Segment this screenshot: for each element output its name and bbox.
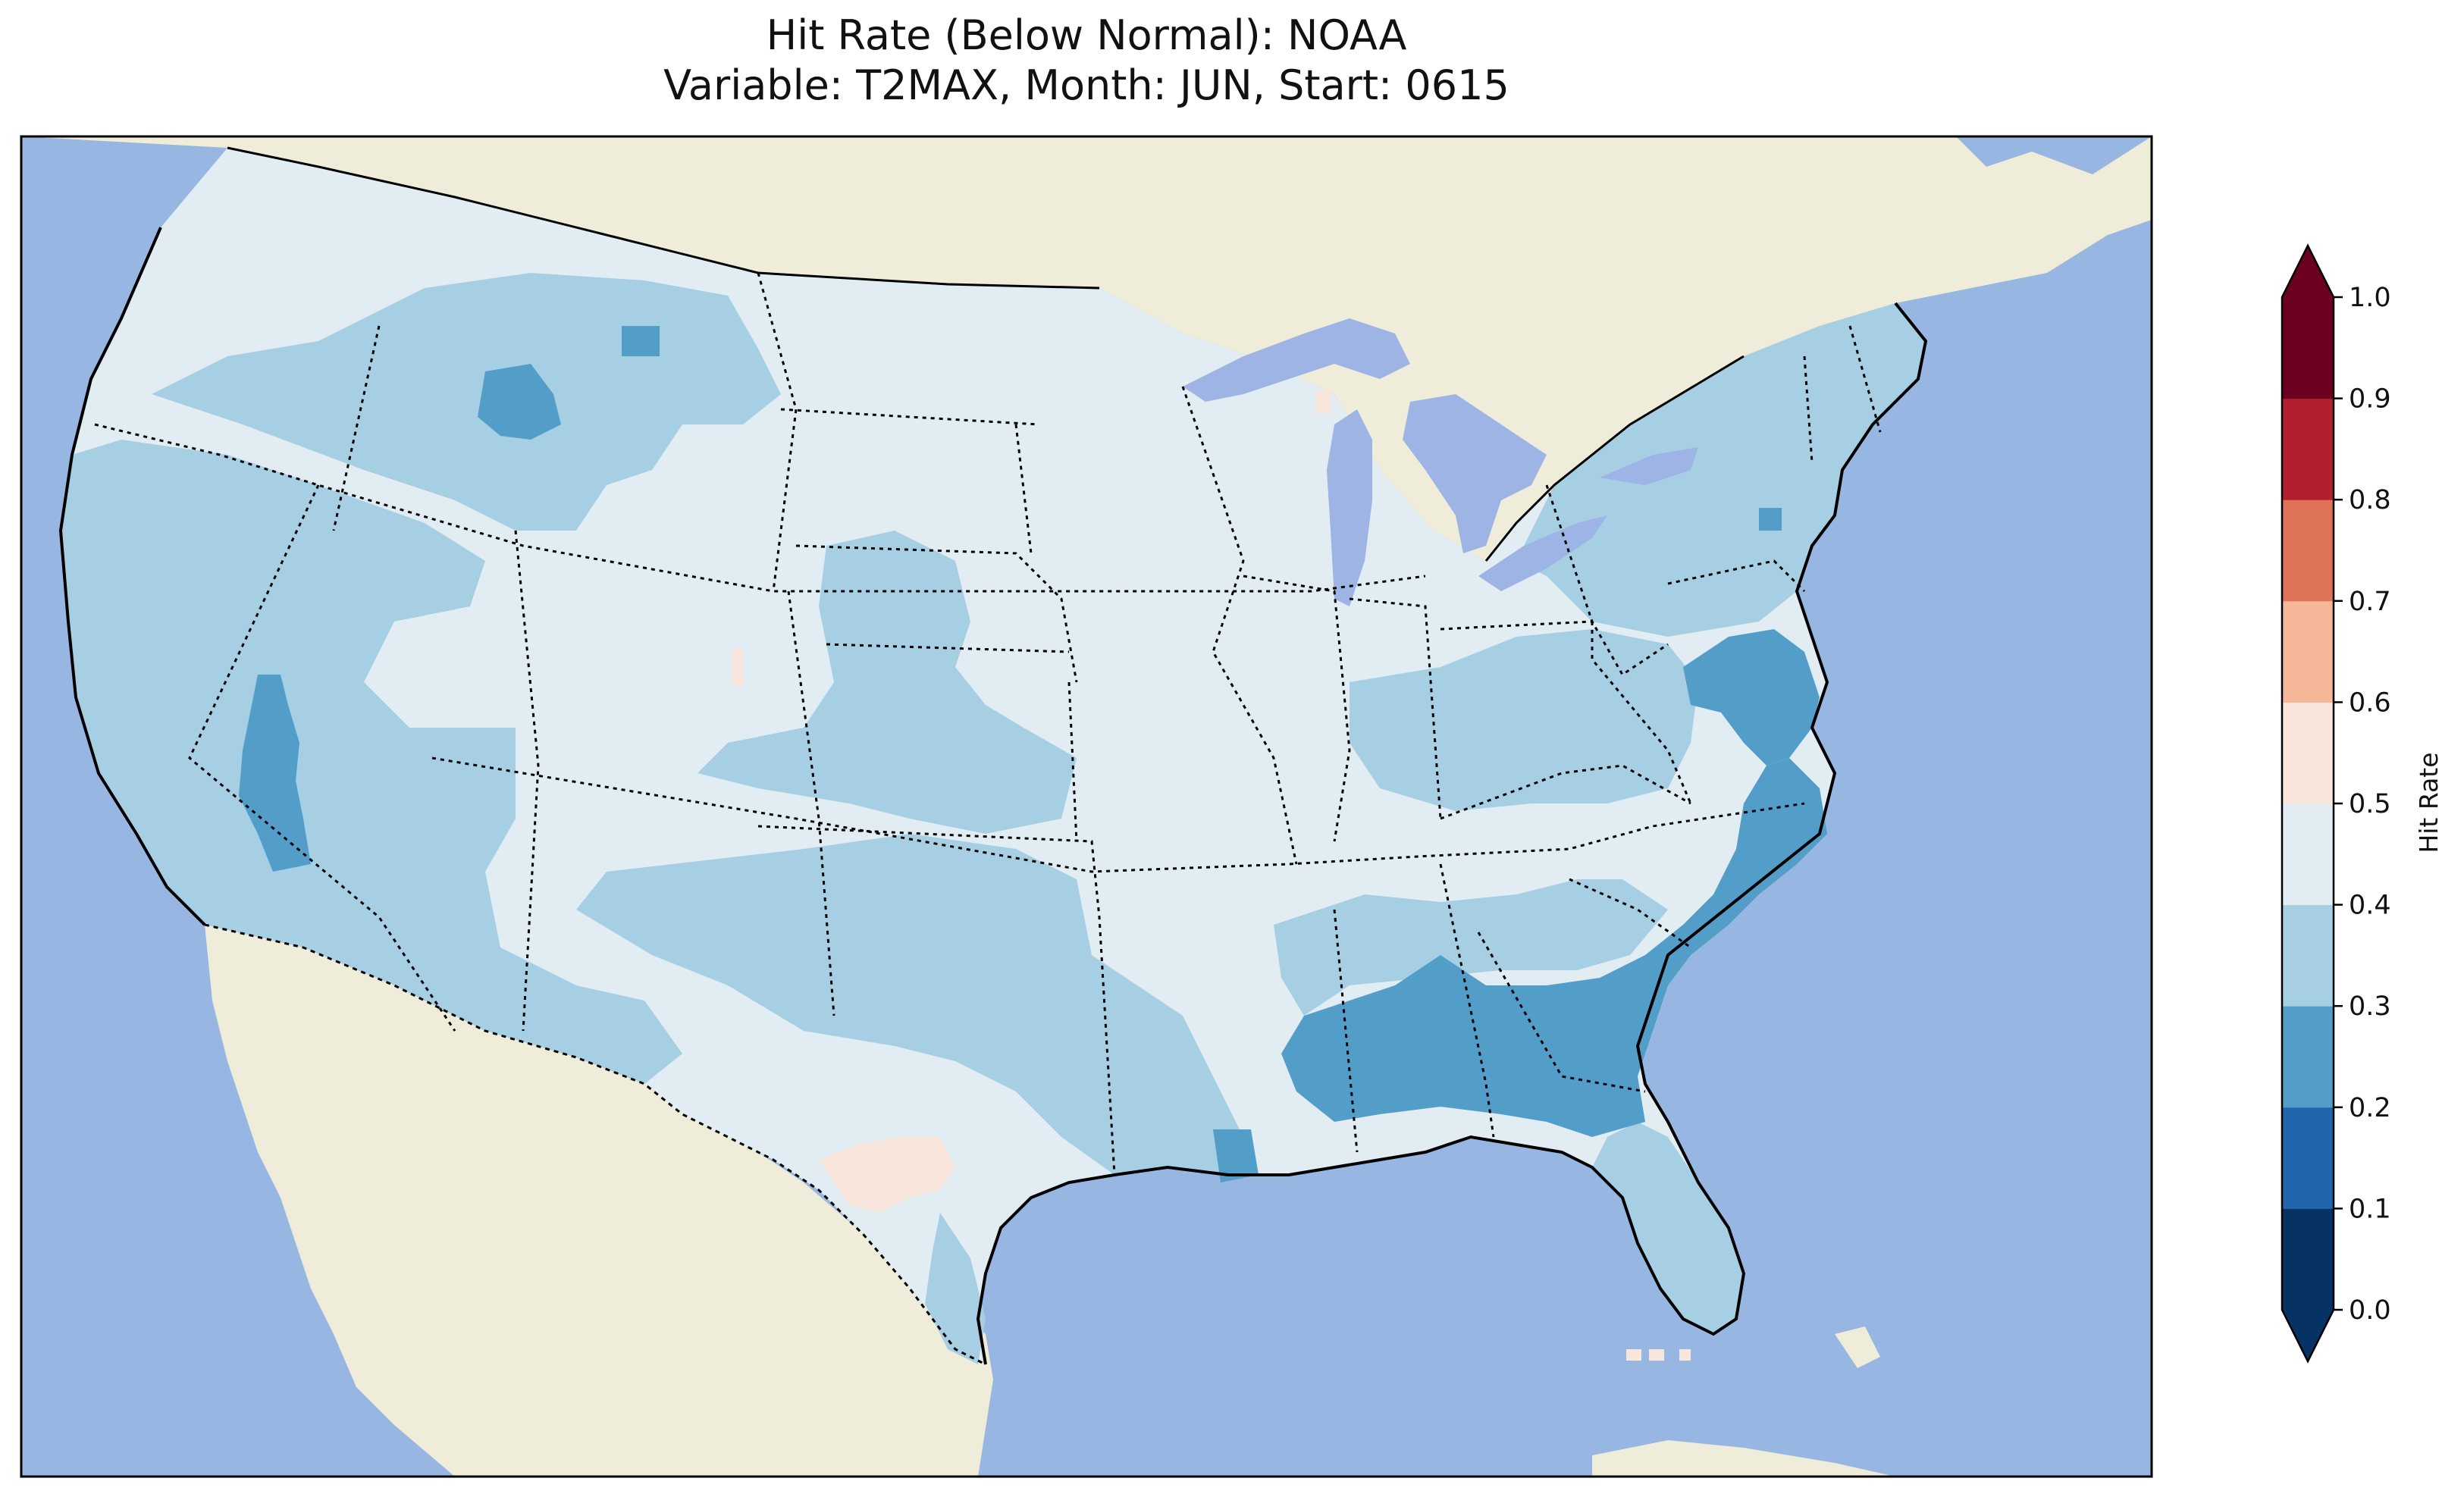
- map-axes: [21, 136, 2152, 1477]
- colorbar-bin-0.9-1.0: [2282, 297, 2334, 399]
- region-pacific-great-basin: [61, 440, 682, 1084]
- colorbar-tick-label: 0.2: [2349, 1093, 2391, 1123]
- region-mid-atlantic-dark: [1683, 629, 1820, 766]
- region-nebraska-kansas: [698, 531, 1077, 834]
- region-southeast-inland: [1274, 879, 1668, 1016]
- colorbar-tick-label: 0.4: [2349, 891, 2391, 921]
- colorbar-tick-label: 0.8: [2349, 485, 2391, 515]
- region-carolinas-deep-south-dark: [1281, 758, 1827, 1137]
- map-frame: [20, 135, 2153, 1478]
- colorbar-bin-0.7-0.8: [2282, 500, 2334, 602]
- lake-erie: [1478, 515, 1607, 591]
- colorbar-bin-0.8-0.9: [2282, 398, 2334, 500]
- title-line-1: Hit Rate (Below Normal): NOAA: [766, 11, 1407, 59]
- colorbar-tick-label: 0.3: [2349, 991, 2391, 1022]
- colorbar: 0.0 0.1 0.2 0.3 0.4 0.5 0.6 0.7 0.8 0.9 1.0: [2281, 243, 2391, 1364]
- colorbar-bin-0.4-0.5: [2282, 803, 2334, 906]
- colorbar-tick-label: 0.9: [2349, 384, 2391, 415]
- cuba-island: [1592, 1440, 1895, 1477]
- boundaries: [58, 146, 1928, 1366]
- region-south-texas-coast: [925, 1213, 986, 1364]
- colorbar-bin-0.2-0.3: [2282, 1006, 2334, 1108]
- colorbar-extend-over: [2282, 246, 2334, 297]
- colorbar-bin-0.3-0.4: [2282, 904, 2334, 1007]
- colorbar-label: Hit Rate: [2414, 752, 2444, 853]
- state-boundaries: [94, 272, 1882, 1176]
- lake-huron: [1403, 394, 1547, 553]
- baja-peninsula: [205, 925, 432, 1417]
- colorbar-extend-under: [2282, 1310, 2334, 1361]
- colorbar-tick-label: 0.5: [2349, 789, 2391, 819]
- region-ny-speck: [1759, 508, 1782, 531]
- colorbar-bin-0.1-0.2: [2282, 1107, 2334, 1209]
- region-west-texas-patch: [819, 1137, 955, 1213]
- region-nevada-dark: [239, 675, 311, 872]
- colorbar-tick-label: 0.7: [2349, 587, 2391, 617]
- region-louisiana-dark: [1213, 1129, 1259, 1182]
- region-florida: [1592, 1122, 1744, 1334]
- lake-superior: [1183, 318, 1410, 402]
- region-colorado-speck: [732, 648, 743, 686]
- region-oklahoma-texas: [576, 834, 1243, 1175]
- region-florida-keys-specks: [1626, 1349, 1691, 1361]
- lake-ontario: [1600, 447, 1698, 485]
- colorbar-tick-label: 0.1: [2349, 1194, 2391, 1224]
- colorbar-tick-label: 0.6: [2349, 687, 2391, 718]
- canada-border: [227, 146, 1745, 562]
- colorbar-bin-0.0-0.1: [2282, 1208, 2334, 1311]
- title-line-2: Variable: T2MAX, Month: JUN, Start: 0615: [663, 61, 1509, 109]
- colorbar-bin-0.5-0.6: [2282, 702, 2334, 804]
- colorbar-bin-0.6-0.7: [2282, 600, 2334, 703]
- us-coastline: [58, 227, 1928, 1365]
- region-northeast: [1516, 303, 1926, 637]
- canada-land: [21, 136, 2152, 561]
- map-title: Hit Rate (Below Normal): NOAA Variable: …: [21, 11, 2152, 111]
- region-michigan-speck: [1315, 390, 1331, 413]
- bahamas-islands: [1835, 1326, 1880, 1368]
- colorbar-tick-label: 0.0: [2349, 1295, 2391, 1326]
- lake-michigan: [1327, 409, 1372, 606]
- region-montana-speck: [622, 326, 660, 356]
- colorbar-tick-label: 1.0: [2349, 283, 2391, 313]
- region-montana-dark: [478, 364, 561, 440]
